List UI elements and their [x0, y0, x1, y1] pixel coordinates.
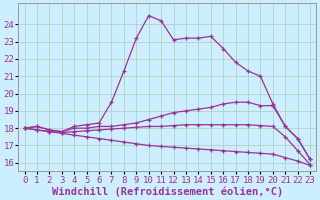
X-axis label: Windchill (Refroidissement éolien,°C): Windchill (Refroidissement éolien,°C): [52, 186, 283, 197]
